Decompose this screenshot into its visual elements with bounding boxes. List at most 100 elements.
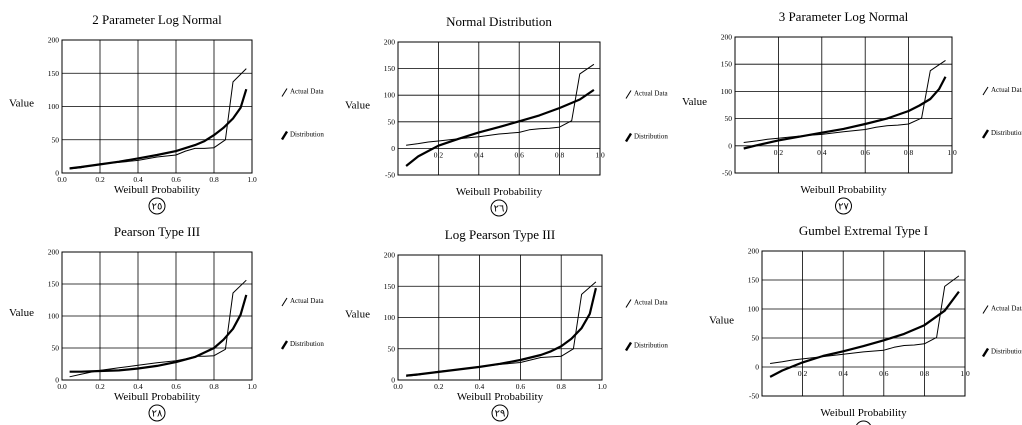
x-axis-label: Weibull Probability <box>457 391 544 403</box>
series-line-actual-data <box>743 59 946 143</box>
y-tick-label: 100 <box>721 87 733 96</box>
chart-title: 3 Parameter Log Normal <box>779 9 909 24</box>
y-tick-label: 0 <box>55 376 59 385</box>
series-line-distribution <box>743 76 947 150</box>
legend-label-distribution: Distribution <box>290 131 324 139</box>
y-tick-label: 0 <box>728 141 732 150</box>
x-tick-label: 0.8 <box>904 148 914 157</box>
x-tick-label: 0.8 <box>557 382 567 391</box>
x-tick-label: 0.0 <box>393 382 403 391</box>
legend-swatch-distribution <box>624 341 633 352</box>
y-tick-label: 50 <box>388 117 396 126</box>
y-tick-label: 50 <box>52 344 60 353</box>
x-tick-label: 0.4 <box>474 150 484 159</box>
y-tick-label: -50 <box>385 171 395 180</box>
x-tick-label: 1.0 <box>960 369 970 378</box>
x-tick-label: 0.4 <box>839 369 849 378</box>
legend-label-distribution: Distribution <box>634 133 668 141</box>
x-tick-label: 0.6 <box>516 382 526 391</box>
x-tick-label: 0.2 <box>95 382 105 391</box>
x-tick-label: 0.0 <box>57 382 67 391</box>
legend-label-actual-data: Actual Data <box>991 86 1022 94</box>
y-tick-label: 100 <box>48 102 60 111</box>
y-tick-label: 50 <box>52 135 60 144</box>
figure-number: ٢٥ <box>152 202 163 213</box>
x-axis-label: Weibull Probability <box>114 391 201 403</box>
chart-panel-2: Normal Distribution -50 0 50 100 150 200 0.2 0.4… <box>345 14 669 217</box>
y-tick-label: 150 <box>384 64 396 73</box>
legend-swatch-distribution <box>280 130 289 141</box>
y-tick-label: 100 <box>748 305 760 314</box>
figure-number-circle <box>835 197 852 215</box>
grid-lines <box>61 251 253 381</box>
y-tick-label: 100 <box>384 91 396 100</box>
plot-frame <box>61 39 253 174</box>
legend-swatch-distribution <box>280 340 289 350</box>
legend-swatch-actual-data <box>982 86 989 96</box>
y-tick-label: -50 <box>722 169 732 178</box>
x-tick-label: 1.0 <box>595 150 605 159</box>
legend-swatch-actual-data <box>625 299 632 308</box>
y-tick-label: 200 <box>384 251 396 260</box>
x-tick-label: 0.2 <box>95 175 105 184</box>
y-tick-label: 200 <box>384 38 396 47</box>
legend-swatch-actual-data <box>281 297 288 307</box>
legend-swatch-actual-data <box>281 88 288 97</box>
legend-swatch-distribution <box>624 132 633 143</box>
chart-panel-5: Log Pearson Type III 0 50 100 150 200 0.0 0.2 0.… <box>345 227 669 422</box>
grid-lines <box>762 250 966 397</box>
x-tick-label: 0.4 <box>475 382 485 391</box>
x-tick-label: 1.0 <box>247 382 257 391</box>
y-tick-label: 200 <box>721 33 733 42</box>
series-line-actual-data <box>406 63 595 146</box>
x-tick-label: 0.2 <box>434 382 444 391</box>
plot-frame <box>397 41 601 176</box>
y-axis-label: Value <box>709 315 734 327</box>
x-axis-label: Weibull Probability <box>800 184 887 196</box>
x-tick-label: 0.6 <box>861 148 871 157</box>
figure-number-circle <box>148 197 166 215</box>
legend-label-actual-data: Actual Data <box>634 299 669 307</box>
figure-number: ٢٩ <box>495 409 506 420</box>
y-tick-label: 50 <box>752 334 760 343</box>
plot-frame <box>61 251 253 381</box>
y-axis-label: Value <box>682 96 707 108</box>
chart-title: Pearson Type III <box>114 224 200 239</box>
x-tick-label: 0.0 <box>57 175 67 184</box>
legend-label-distribution: Distribution <box>290 340 324 348</box>
figure-number-circle <box>148 404 166 422</box>
legend-label-actual-data: Actual Data <box>290 297 325 305</box>
legend-swatch-actual-data <box>982 305 989 314</box>
x-tick-label: 0.2 <box>798 369 808 378</box>
x-tick-label: 1.0 <box>947 148 957 157</box>
x-axis-label: Weibull Probability <box>456 186 543 198</box>
y-tick-label: 200 <box>48 248 60 257</box>
x-tick-label: 0.6 <box>171 175 181 184</box>
chart-title: Gumbel Extremal Type I <box>799 223 928 238</box>
y-axis-label: Value <box>9 307 34 319</box>
x-tick-label: 0.4 <box>133 382 143 391</box>
legend-label-actual-data: Actual Data <box>290 88 325 96</box>
y-tick-label: -50 <box>749 392 759 401</box>
figure-number-circle <box>856 420 871 425</box>
series-line-distribution <box>69 88 248 170</box>
y-tick-label: 150 <box>384 282 396 291</box>
chart-title: 2 Parameter Log Normal <box>92 12 222 27</box>
series-line-distribution <box>405 88 595 167</box>
x-tick-label: 0.4 <box>133 175 143 184</box>
y-axis-label: Value <box>9 98 34 110</box>
y-tick-label: 0 <box>391 376 395 385</box>
y-axis-label: Value <box>345 100 370 112</box>
y-tick-label: 100 <box>48 312 60 321</box>
chart-panel-1: 2 Parameter Log Normal 0 50 100 150 200 0.0 0.2… <box>9 12 325 215</box>
legend-label-distribution: Distribution <box>991 348 1022 356</box>
grid-lines <box>61 39 253 174</box>
x-tick-label: 0.2 <box>774 148 784 157</box>
plot-frame <box>734 36 953 174</box>
series-line-actual-data <box>406 281 597 377</box>
y-tick-label: 0 <box>391 144 395 153</box>
legend-swatch-actual-data <box>625 90 632 99</box>
legend-label-actual-data: Actual Data <box>991 305 1022 313</box>
x-tick-label: 0.6 <box>879 369 889 378</box>
